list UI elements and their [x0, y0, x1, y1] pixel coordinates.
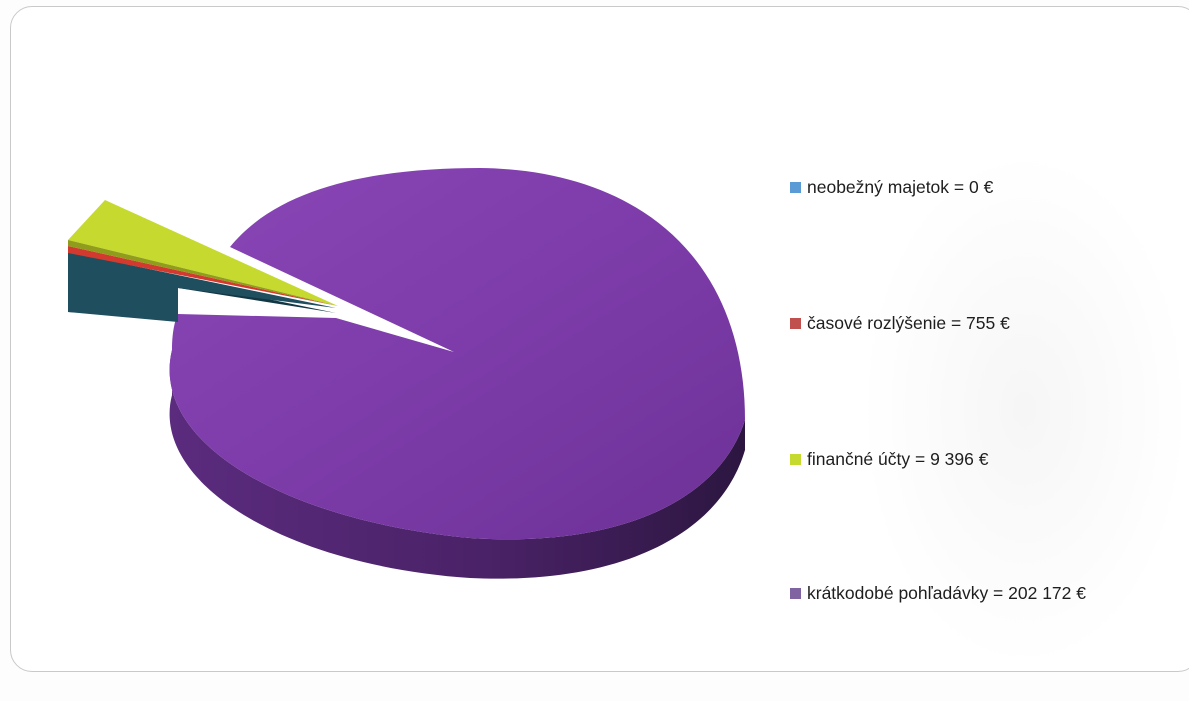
legend-item-časové-rozlýšenie: časové rozlýšenie = 755 €	[790, 308, 1010, 338]
pie-slice-side-finančné-účty	[68, 240, 338, 306]
legend-item-krátkodobé-pohľadávky: krátkodobé pohľadávky = 202 172 €	[790, 578, 1086, 608]
pie-slice-neobežný-majetok	[68, 252, 336, 322]
legend-swatch	[790, 453, 801, 465]
legend-swatch	[790, 317, 801, 329]
pie-slice-edge-krátkodobé-pohľadávky	[230, 247, 454, 352]
legend-item-finančné-účty: finančné účty = 9 396 €	[790, 444, 988, 474]
legend-item-neobežný-majetok: neobežný majetok = 0 €	[790, 172, 993, 202]
legend-swatch	[790, 587, 801, 599]
pie-slice-finančné-účty	[68, 200, 338, 306]
scan-smudge	[860, 150, 1189, 670]
legend-label: neobežný majetok = 0 €	[807, 176, 994, 197]
legend-label: finančné účty = 9 396 €	[807, 448, 989, 469]
legend-label: krátkodobé pohľadávky = 202 172 €	[807, 582, 1086, 603]
legend-swatch	[790, 181, 801, 193]
pie-slice-side-krátkodobé-pohľadávky	[169, 350, 745, 579]
legend-label: časové rozlýšenie = 755 €	[807, 312, 1010, 333]
pie-slice-krátkodobé-pohľadávky	[169, 168, 745, 540]
